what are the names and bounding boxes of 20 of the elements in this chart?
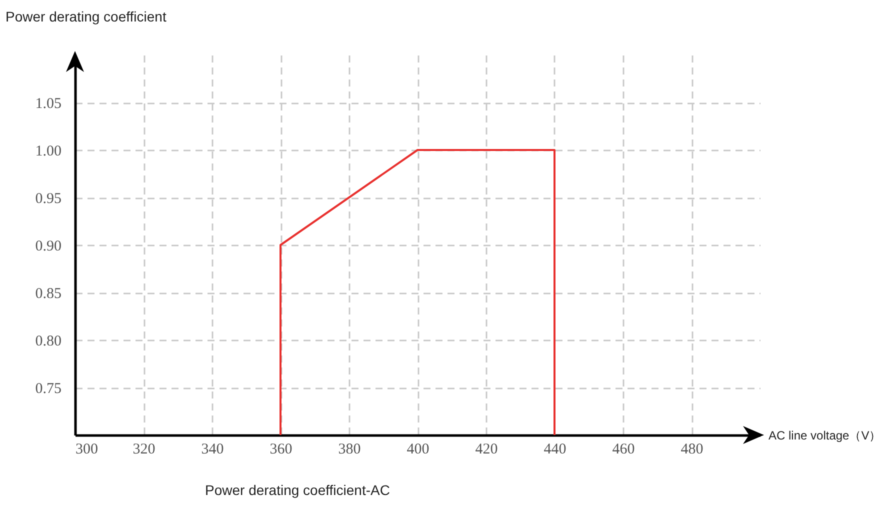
x-tick-label: 320 [132,442,156,458]
y-tick-label: 0.85 [35,286,62,302]
x-tick-label: 420 [475,442,498,458]
x-tick-label: 460 [612,442,635,458]
y-tick-label: 1.05 [35,96,62,112]
x-tick-label: 300 [76,442,98,458]
y-tick-label: 0.95 [35,191,62,207]
y-axis-title: Power derating coefficient [6,8,166,24]
y-tick-label: 0.90 [35,238,62,254]
x-tick-label: 340 [201,442,224,458]
x-tick-label: 380 [338,442,361,458]
y-tick-label: 0.75 [35,381,62,397]
x-tick-label: 360 [270,442,292,458]
text: Power derating coefficient-AC [205,482,390,498]
x-tick-label: 480 [680,442,704,458]
y-tick-label: 1.00 [35,144,62,160]
y-tick-label: 0.80 [35,334,62,350]
x-tick-label: 400 [406,442,430,458]
x-axis-title: AC line voltage（V） [768,428,882,442]
x-tick-label: 440 [544,442,566,458]
